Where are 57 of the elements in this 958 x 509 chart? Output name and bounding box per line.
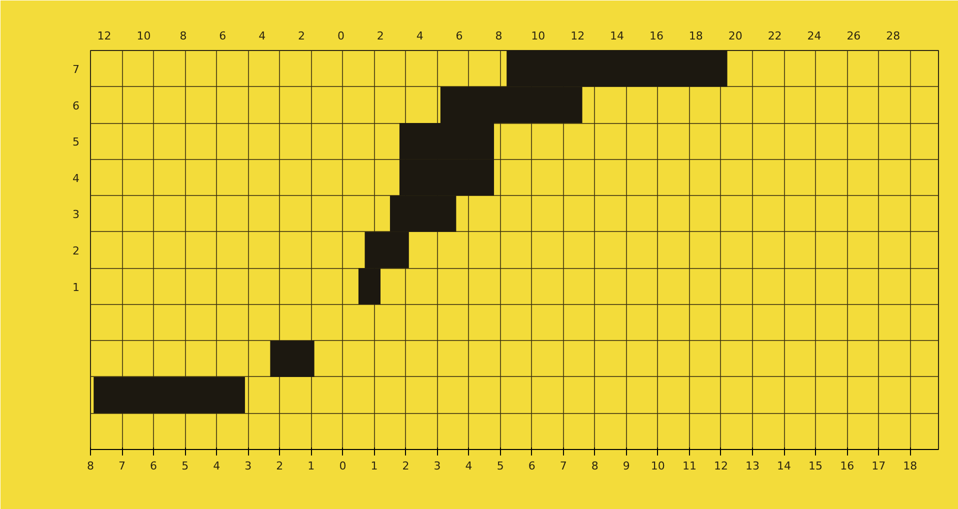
bar: [270, 340, 314, 377]
x2-tick-label: 14: [610, 30, 624, 42]
x-tick-label: 15: [808, 460, 823, 472]
x-tick-label: 6: [528, 460, 536, 472]
x-tick-label: 16: [840, 460, 854, 472]
x2-tick-label: 8: [495, 30, 502, 42]
x2-tick-label: 12: [97, 30, 112, 42]
x-tick-label: 14: [777, 460, 792, 472]
x2-tick-label: 2: [376, 30, 384, 42]
y-tick-label: 7: [72, 63, 80, 76]
x2-tick-label: 16: [649, 30, 664, 42]
x2-tick-label: 6: [456, 30, 463, 42]
bar: [94, 376, 245, 414]
y-tick-label: 6: [72, 99, 80, 112]
x-tick-label: 5: [496, 460, 504, 472]
x-tick-label: 0: [339, 460, 346, 472]
x2-tick-label: 10: [136, 30, 151, 42]
x-tick-label: 6: [150, 460, 158, 472]
x2-tick-label: 0: [337, 30, 344, 42]
x-tick-label: 5: [182, 460, 189, 472]
x-tick-label: 4: [213, 460, 220, 472]
x2-tick-label: 8: [180, 30, 187, 42]
x2-tick-label: 6: [219, 30, 226, 42]
x-tick-label: 18: [903, 460, 918, 472]
x2-tick-label: 2: [298, 30, 306, 42]
x-tick-label: 9: [622, 460, 630, 472]
x-tick-label: 8: [87, 460, 94, 472]
x2-tick-label: 22: [768, 30, 782, 42]
x-tick-label: 2: [276, 460, 284, 472]
x2-tick-label: 10: [531, 30, 546, 42]
x2-tick-label: 20: [728, 30, 742, 42]
x2-tick-label: 28: [886, 30, 900, 42]
x-tick-label: 7: [560, 460, 567, 472]
x-tick-label: 4: [465, 460, 472, 472]
x2-tick-label: 26: [846, 30, 861, 42]
x-tick-label: 8: [591, 460, 598, 472]
x-tick-label: 10: [650, 460, 665, 472]
y-tick-label: 4: [72, 172, 80, 185]
x-tick-label: 13: [746, 460, 760, 472]
x-tick-label: 12: [714, 460, 728, 472]
x2-tick-label: 24: [807, 30, 822, 42]
x-tick-label: 7: [118, 460, 126, 472]
x2-tick-label: 12: [570, 30, 585, 42]
x-tick-label: 1: [370, 460, 378, 472]
x2-tick-label: 4: [258, 30, 266, 42]
x2-tick-label: 4: [416, 30, 424, 42]
x-tick-label: 17: [872, 460, 886, 472]
y-tick-label: 1: [72, 280, 80, 294]
y-tick-label: 2: [72, 244, 80, 258]
x-tick-label: 2: [402, 460, 410, 472]
x-tick-label: 11: [682, 460, 696, 472]
y-tick-label: 5: [72, 136, 80, 149]
x-tick-label: 3: [244, 460, 252, 472]
x-tick-label: 3: [434, 460, 441, 472]
x-tick-label: 1: [308, 460, 315, 472]
y-tick-label: 3: [72, 208, 80, 222]
x2-tick-label: 18: [688, 30, 703, 42]
